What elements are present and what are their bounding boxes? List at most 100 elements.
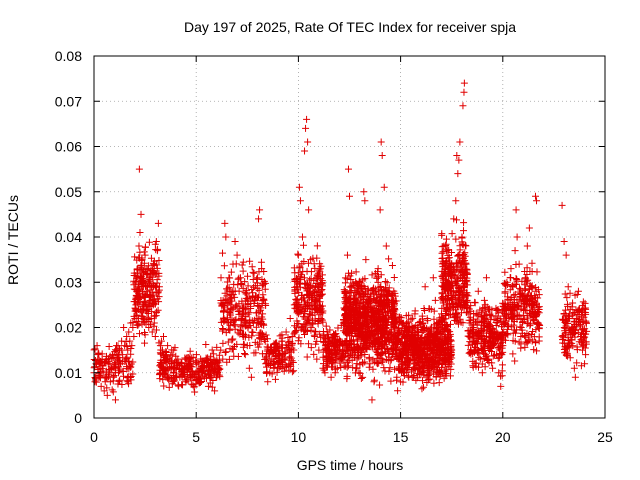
data-point <box>151 333 159 341</box>
data-point <box>393 331 401 339</box>
data-point <box>523 330 531 338</box>
data-point <box>360 188 368 196</box>
data-point <box>344 362 352 370</box>
data-point <box>390 301 398 309</box>
data-point <box>380 183 388 191</box>
data-point <box>333 336 341 344</box>
data-points <box>90 79 591 404</box>
data-point <box>133 287 141 295</box>
data-point <box>482 337 490 345</box>
data-point <box>560 323 568 331</box>
data-point <box>361 358 369 366</box>
data-point <box>424 371 432 379</box>
data-point <box>343 324 351 332</box>
data-point <box>233 340 241 348</box>
data-point <box>384 308 392 316</box>
data-point <box>362 256 370 264</box>
data-point <box>570 364 578 372</box>
data-point <box>341 279 349 287</box>
data-point <box>340 286 348 294</box>
data-point <box>534 286 542 294</box>
data-point <box>174 381 182 389</box>
data-point <box>505 314 513 322</box>
data-point <box>255 286 263 294</box>
data-point <box>381 277 389 285</box>
data-point <box>106 366 114 374</box>
data-point <box>268 355 276 363</box>
data-point <box>397 368 405 376</box>
data-point <box>479 344 487 352</box>
data-point <box>250 283 258 291</box>
data-point <box>375 339 383 347</box>
data-point <box>324 357 332 365</box>
data-point <box>248 263 256 271</box>
data-point <box>312 296 320 304</box>
data-point <box>450 215 458 223</box>
data-point <box>148 328 156 336</box>
data-point <box>402 351 410 359</box>
data-point <box>182 378 190 386</box>
data-point <box>386 364 394 372</box>
y-tick-label: 0.03 <box>55 274 82 290</box>
data-point <box>345 303 353 311</box>
data-point <box>128 342 136 350</box>
data-point <box>520 316 528 324</box>
data-point <box>291 287 299 295</box>
data-point <box>395 364 403 372</box>
data-point <box>250 299 258 307</box>
data-point <box>491 328 499 336</box>
data-point <box>105 343 113 351</box>
data-point <box>418 377 426 385</box>
data-point <box>578 339 586 347</box>
data-point <box>213 373 221 381</box>
data-point <box>562 329 570 337</box>
data-point <box>437 324 445 332</box>
data-point <box>566 354 574 362</box>
data-point <box>344 353 352 361</box>
data-point <box>353 360 361 368</box>
data-point <box>307 324 315 332</box>
data-point <box>501 305 509 313</box>
data-point <box>240 349 248 357</box>
data-point <box>244 282 252 290</box>
data-point <box>492 321 500 329</box>
data-point <box>454 320 462 328</box>
data-point <box>495 343 503 351</box>
data-point <box>316 265 324 273</box>
data-point <box>295 289 303 297</box>
data-point <box>252 323 260 331</box>
data-point <box>124 378 132 386</box>
data-point <box>194 360 202 368</box>
data-point <box>235 287 243 295</box>
data-point <box>344 165 352 173</box>
data-point <box>223 318 231 326</box>
data-point <box>388 351 396 359</box>
data-point <box>290 301 298 309</box>
data-point <box>256 206 264 214</box>
data-point <box>127 350 135 358</box>
data-point <box>430 379 438 387</box>
data-point <box>97 382 105 390</box>
data-point <box>297 308 305 316</box>
data-point <box>245 364 253 372</box>
data-point <box>115 369 123 377</box>
data-point <box>574 287 582 295</box>
data-point <box>226 287 234 295</box>
data-point <box>244 300 252 308</box>
data-point <box>110 360 118 368</box>
data-point <box>293 319 301 327</box>
data-point <box>414 369 422 377</box>
data-point <box>429 349 437 357</box>
data-point <box>384 296 392 304</box>
data-point <box>385 255 393 263</box>
data-point <box>561 290 569 298</box>
data-point <box>108 386 116 394</box>
data-point <box>497 350 505 358</box>
data-point <box>138 256 146 264</box>
data-point <box>470 337 478 345</box>
data-point <box>133 272 141 280</box>
data-point <box>294 250 302 258</box>
data-point <box>504 311 512 319</box>
data-point <box>438 243 446 251</box>
data-point <box>439 314 447 322</box>
